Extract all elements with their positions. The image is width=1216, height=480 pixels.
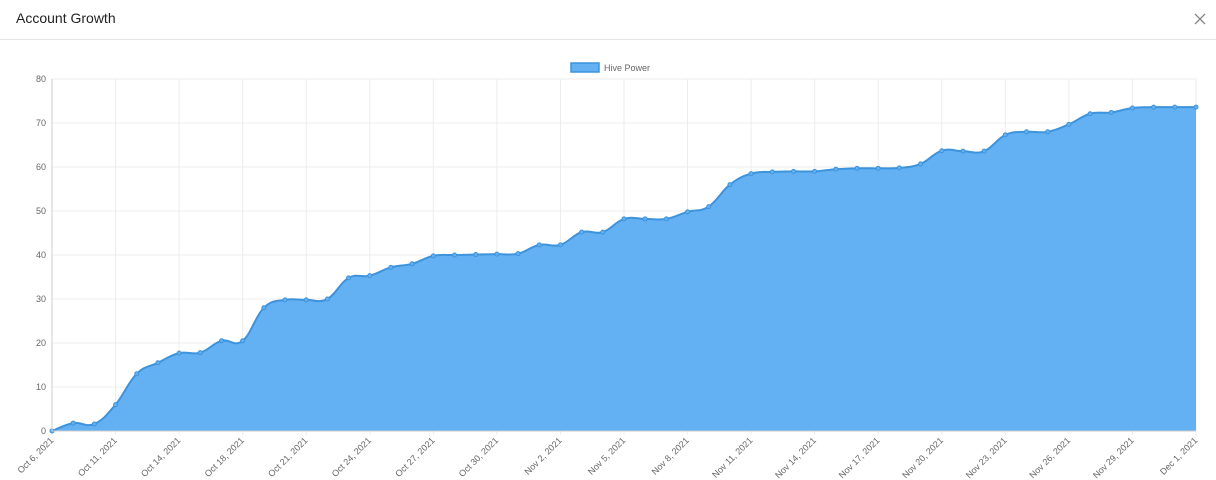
point bbox=[113, 402, 119, 408]
point bbox=[473, 252, 479, 258]
x-tick-label: Nov 26, 2021 bbox=[1027, 435, 1072, 480]
y-tick-label: 20 bbox=[36, 338, 46, 348]
modal-title: Account Growth bbox=[16, 10, 116, 26]
point bbox=[218, 338, 224, 344]
point bbox=[1002, 132, 1008, 138]
point bbox=[557, 242, 563, 248]
point bbox=[134, 371, 140, 377]
point bbox=[579, 229, 585, 235]
x-tick-label: Oct 18, 2021 bbox=[203, 435, 247, 479]
x-tick-label: Oct 21, 2021 bbox=[266, 435, 310, 479]
point bbox=[1129, 105, 1135, 111]
point bbox=[642, 216, 648, 222]
point bbox=[875, 165, 881, 171]
x-tick-label: Nov 29, 2021 bbox=[1091, 435, 1136, 480]
legend-label: Hive Power bbox=[604, 63, 650, 73]
point bbox=[303, 297, 309, 303]
x-tick-label: Nov 20, 2021 bbox=[900, 435, 945, 480]
point bbox=[769, 169, 775, 175]
point bbox=[812, 168, 818, 174]
point bbox=[155, 360, 161, 366]
point bbox=[1108, 109, 1114, 115]
point bbox=[854, 165, 860, 171]
point bbox=[1172, 104, 1178, 110]
point bbox=[918, 161, 924, 167]
point bbox=[1087, 111, 1093, 117]
point bbox=[346, 275, 352, 281]
area bbox=[52, 107, 1196, 431]
point bbox=[790, 168, 796, 174]
point bbox=[981, 148, 987, 154]
point bbox=[600, 229, 606, 235]
y-tick-label: 30 bbox=[36, 294, 46, 304]
point bbox=[939, 148, 945, 154]
x-tick-label: Oct 14, 2021 bbox=[139, 435, 183, 479]
point bbox=[1045, 129, 1051, 135]
point bbox=[536, 242, 542, 248]
x-tick-label: Nov 14, 2021 bbox=[773, 435, 818, 480]
point bbox=[727, 182, 733, 188]
x-tick-label: Oct 24, 2021 bbox=[330, 435, 374, 479]
point bbox=[621, 216, 627, 222]
point bbox=[324, 296, 330, 302]
x-tick-label: Nov 2, 2021 bbox=[522, 435, 563, 476]
point bbox=[896, 165, 902, 171]
point bbox=[452, 252, 458, 258]
point bbox=[1151, 104, 1157, 110]
point bbox=[430, 253, 436, 259]
x-tick-label: Oct 27, 2021 bbox=[393, 435, 437, 479]
x-tick-label: Nov 8, 2021 bbox=[650, 435, 691, 476]
point bbox=[494, 251, 500, 257]
point bbox=[409, 261, 415, 267]
x-tick-label: Nov 23, 2021 bbox=[964, 435, 1009, 480]
point bbox=[515, 251, 521, 257]
x-tick-label: Oct 11, 2021 bbox=[76, 435, 119, 478]
point bbox=[663, 216, 669, 222]
point bbox=[706, 204, 712, 210]
point bbox=[91, 421, 97, 427]
close-icon[interactable] bbox=[1194, 13, 1206, 25]
point bbox=[176, 350, 182, 356]
y-tick-label: 0 bbox=[41, 426, 46, 436]
legend-swatch bbox=[570, 62, 600, 73]
point bbox=[70, 420, 76, 426]
point bbox=[685, 209, 691, 215]
y-tick-label: 80 bbox=[36, 74, 46, 84]
point bbox=[282, 297, 288, 303]
y-tick-label: 50 bbox=[36, 206, 46, 216]
y-tick-label: 70 bbox=[36, 118, 46, 128]
point bbox=[1024, 129, 1030, 135]
x-tick-label: Oct 6, 2021 bbox=[15, 435, 55, 475]
x-tick-label: Nov 5, 2021 bbox=[586, 435, 627, 476]
point bbox=[833, 166, 839, 172]
point bbox=[1193, 104, 1199, 110]
point bbox=[1066, 121, 1072, 127]
y-tick-label: 40 bbox=[36, 250, 46, 260]
x-tick-label: Nov 11, 2021 bbox=[710, 435, 754, 479]
point bbox=[240, 338, 246, 344]
x-tick-label: Nov 17, 2021 bbox=[837, 435, 882, 480]
point bbox=[960, 148, 966, 154]
x-tick-label: Oct 30, 2021 bbox=[457, 435, 501, 479]
point bbox=[261, 305, 267, 311]
y-tick-label: 10 bbox=[36, 382, 46, 392]
point bbox=[748, 171, 754, 177]
y-tick-label: 60 bbox=[36, 162, 46, 172]
x-tick-label: Dec 1, 2021 bbox=[1158, 435, 1199, 476]
point bbox=[388, 264, 394, 270]
point bbox=[367, 273, 373, 279]
close-button[interactable] bbox=[1194, 13, 1206, 25]
point bbox=[197, 350, 203, 356]
